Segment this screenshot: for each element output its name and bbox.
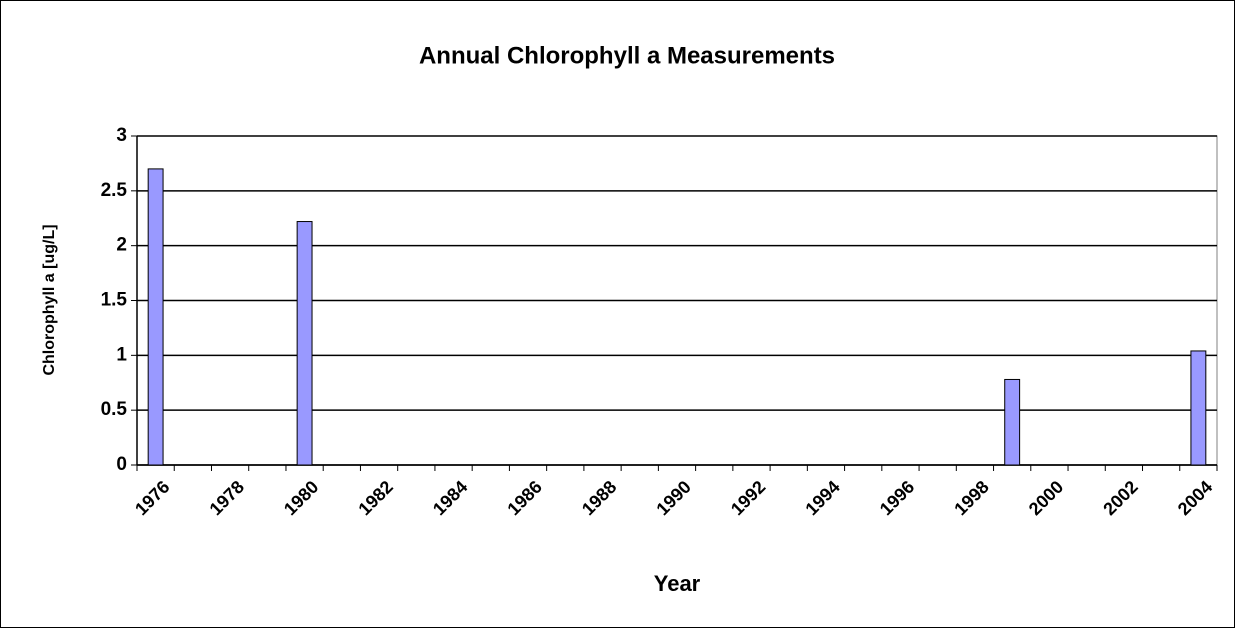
y-tick-label: 2 bbox=[116, 235, 127, 256]
y-tick-label: 0.5 bbox=[101, 399, 128, 420]
y-tick-label: 1 bbox=[116, 344, 127, 365]
chart-title: Annual Chlorophyll a Measurements bbox=[419, 42, 835, 69]
y-tick-label: 3 bbox=[116, 125, 127, 146]
bar bbox=[296, 221, 313, 466]
y-tick-label: 1.5 bbox=[101, 290, 128, 311]
x-axis-label: Year bbox=[654, 571, 701, 596]
bar bbox=[1190, 350, 1207, 466]
y-tick-label: 0 bbox=[116, 454, 127, 475]
bar bbox=[147, 168, 164, 466]
y-tick-label: 2.5 bbox=[101, 180, 128, 201]
y-axis-label: Chlorophyll a [ug/L] bbox=[41, 224, 58, 375]
bar bbox=[1004, 378, 1021, 466]
